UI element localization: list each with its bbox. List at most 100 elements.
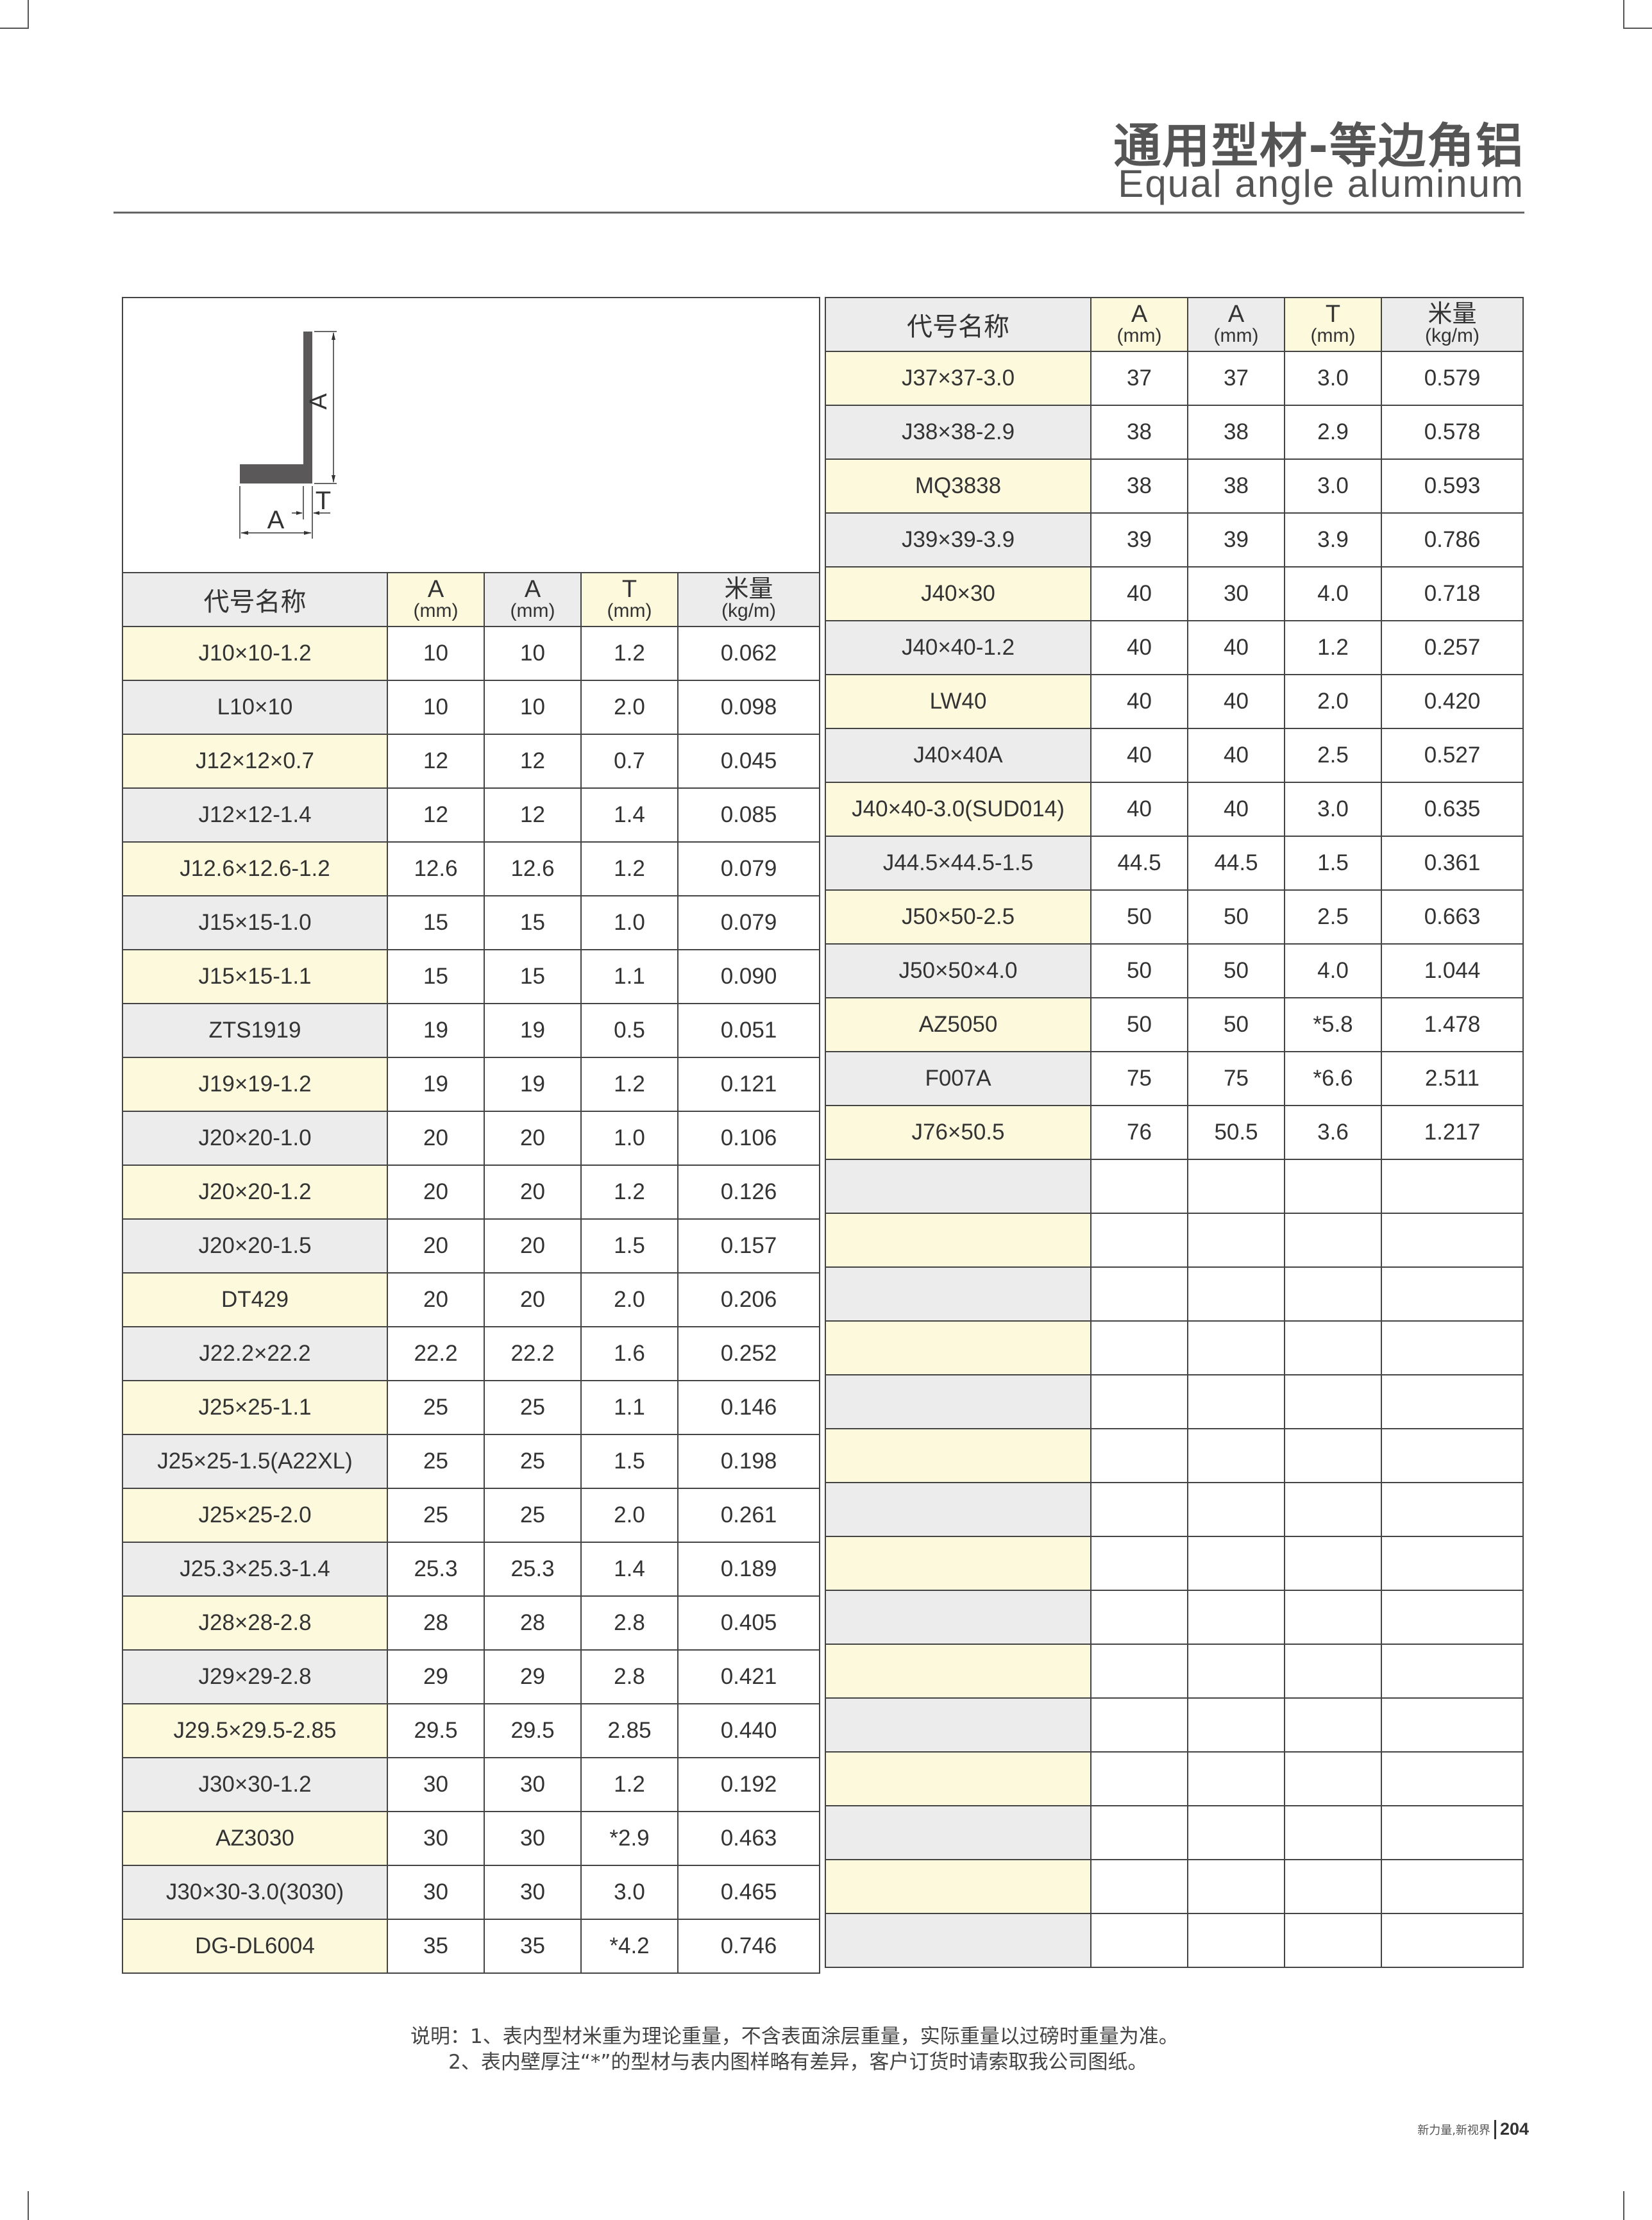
cell-t: 1.5 [1284, 836, 1382, 891]
table-header-row: 代号名称 A (mm) A (mm) T (mm) 米量 (kg/m) [825, 297, 1524, 352]
cell-a2: 38 [1187, 458, 1285, 514]
cell-a1: 39 [1090, 512, 1188, 568]
col-header-weight: 米量 (kg/m) [677, 572, 821, 627]
cell-name: J38×38-2.9 [825, 405, 1092, 460]
spec-table-left: A A T 代号名称 A (mm) A (mm) T (mm) 米量 (kg/m) J1… [121, 297, 821, 1974]
cell-t: 2.0 [1284, 674, 1382, 729]
table-row: L10×10 10 10 2.0 0.098 [122, 680, 821, 735]
cell-name [825, 1644, 1092, 1699]
crop-mark-bottom-left-v [28, 2191, 29, 2220]
cell-weight: 0.593 [1381, 458, 1524, 514]
empty-table-row [825, 1590, 1524, 1645]
cell-t: 1.2 [580, 1165, 678, 1220]
cell-a2: 30 [484, 1811, 582, 1866]
cell-name [825, 1213, 1092, 1268]
cell-weight: 1.044 [1381, 943, 1524, 998]
cell-weight: 0.361 [1381, 836, 1524, 891]
empty-table-row [825, 1859, 1524, 1914]
cell-name: J40×30 [825, 566, 1092, 621]
cell-t: *6.6 [1284, 1051, 1382, 1106]
dimension-label-a-horizontal: A [267, 506, 285, 534]
cell-weight [1381, 1913, 1524, 1968]
cell-a1: 38 [1090, 458, 1188, 514]
cell-a1 [1090, 1428, 1188, 1483]
cell-name: J10×10-1.2 [122, 626, 388, 681]
cell-name: AZ5050 [825, 997, 1092, 1052]
table-row: J30×30-1.2 30 30 1.2 0.192 [122, 1757, 821, 1812]
cell-name: L10×10 [122, 680, 388, 735]
cell-weight: 0.051 [677, 1003, 821, 1058]
cell-a2 [1187, 1751, 1285, 1806]
cell-a1 [1090, 1213, 1188, 1268]
cell-name [825, 1536, 1092, 1591]
cell-a1: 40 [1090, 674, 1188, 729]
cell-t: *5.8 [1284, 997, 1382, 1052]
table-row: J19×19-1.2 19 19 1.2 0.121 [122, 1057, 821, 1112]
cell-a1: 10 [387, 680, 485, 735]
cell-t: 1.1 [580, 949, 678, 1004]
table-row: J37×37-3.0 37 37 3.0 0.579 [825, 351, 1524, 406]
cell-name [825, 1805, 1092, 1860]
cell-weight: 0.261 [677, 1488, 821, 1543]
cell-a2 [1187, 1859, 1285, 1914]
cell-a1: 10 [387, 626, 485, 681]
table-row: LW40 40 40 2.0 0.420 [825, 674, 1524, 729]
cell-name: J22.2×22.2 [122, 1326, 388, 1381]
dimension-label-t: T [316, 487, 331, 515]
cell-weight: 0.663 [1381, 889, 1524, 945]
page-title: 通用型材-等边角铝 [1113, 119, 1524, 174]
cell-a2: 12 [484, 787, 582, 843]
cell-a2: 12.6 [484, 841, 582, 896]
page-subtitle: Equal angle aluminum [1118, 162, 1524, 205]
cell-t: 1.0 [580, 1111, 678, 1166]
cell-weight: 0.062 [677, 626, 821, 681]
cell-t [1284, 1859, 1382, 1914]
crop-mark-top-left-h [0, 28, 29, 29]
cell-weight: 1.217 [1381, 1105, 1524, 1160]
col-header-t: T (mm) [580, 572, 678, 627]
cell-t [1284, 1590, 1382, 1645]
cell-t: 3.9 [1284, 512, 1382, 568]
crop-mark-bottom-right-v [1623, 2191, 1624, 2220]
empty-table-row [825, 1805, 1524, 1860]
cell-t: *4.2 [580, 1919, 678, 1974]
table-row: J22.2×22.2 22.2 22.2 1.6 0.252 [122, 1326, 821, 1381]
table-row: J28×28-2.8 28 28 2.8 0.405 [122, 1595, 821, 1651]
cell-a2 [1187, 1644, 1285, 1699]
table-row: J39×39-3.9 39 39 3.9 0.786 [825, 512, 1524, 568]
table-row: J44.5×44.5-1.5 44.5 44.5 1.5 0.361 [825, 836, 1524, 891]
cell-name: J25.3×25.3-1.4 [122, 1542, 388, 1597]
cell-a2: 50 [1187, 889, 1285, 945]
cell-name: J15×15-1.0 [122, 895, 388, 950]
table-header-row: 代号名称 A (mm) A (mm) T (mm) 米量 (kg/m) [122, 572, 821, 627]
table-row: J20×20-1.5 20 20 1.5 0.157 [122, 1218, 821, 1274]
col-header-t: T (mm) [1284, 297, 1382, 352]
cell-name [825, 1374, 1092, 1429]
crop-mark-top-right-v [1623, 0, 1624, 29]
cell-a1: 22.2 [387, 1326, 485, 1381]
cell-weight: 0.098 [677, 680, 821, 735]
cell-name: J50×50×4.0 [825, 943, 1092, 998]
cell-name: J12×12×0.7 [122, 734, 388, 789]
cell-name: J28×28-2.8 [122, 1595, 388, 1651]
empty-table-row [825, 1374, 1524, 1429]
cell-t [1284, 1213, 1382, 1268]
cell-name: J30×30-1.2 [122, 1757, 388, 1812]
cell-weight: 0.106 [677, 1111, 821, 1166]
cell-name: J19×19-1.2 [122, 1057, 388, 1112]
cell-name: J15×15-1.1 [122, 949, 388, 1004]
cell-t [1284, 1266, 1382, 1322]
cell-weight [1381, 1644, 1524, 1699]
notes: 说明：1、表内型材米重为理论重量，不含表面涂层重量，实际重量以过磅时重量为准。 … [410, 2024, 1179, 2075]
cell-weight: 0.045 [677, 734, 821, 789]
cell-weight: 0.405 [677, 1595, 821, 1651]
cell-a2: 29.5 [484, 1703, 582, 1758]
dimension-arrows [240, 332, 335, 535]
cell-a1 [1090, 1374, 1188, 1429]
cell-t: 2.8 [580, 1595, 678, 1651]
cell-t: 3.0 [1284, 782, 1382, 837]
cell-name: J40×40A [825, 728, 1092, 783]
cell-name [825, 1859, 1092, 1914]
cell-a1 [1090, 1320, 1188, 1375]
cell-t: 2.0 [580, 1488, 678, 1543]
